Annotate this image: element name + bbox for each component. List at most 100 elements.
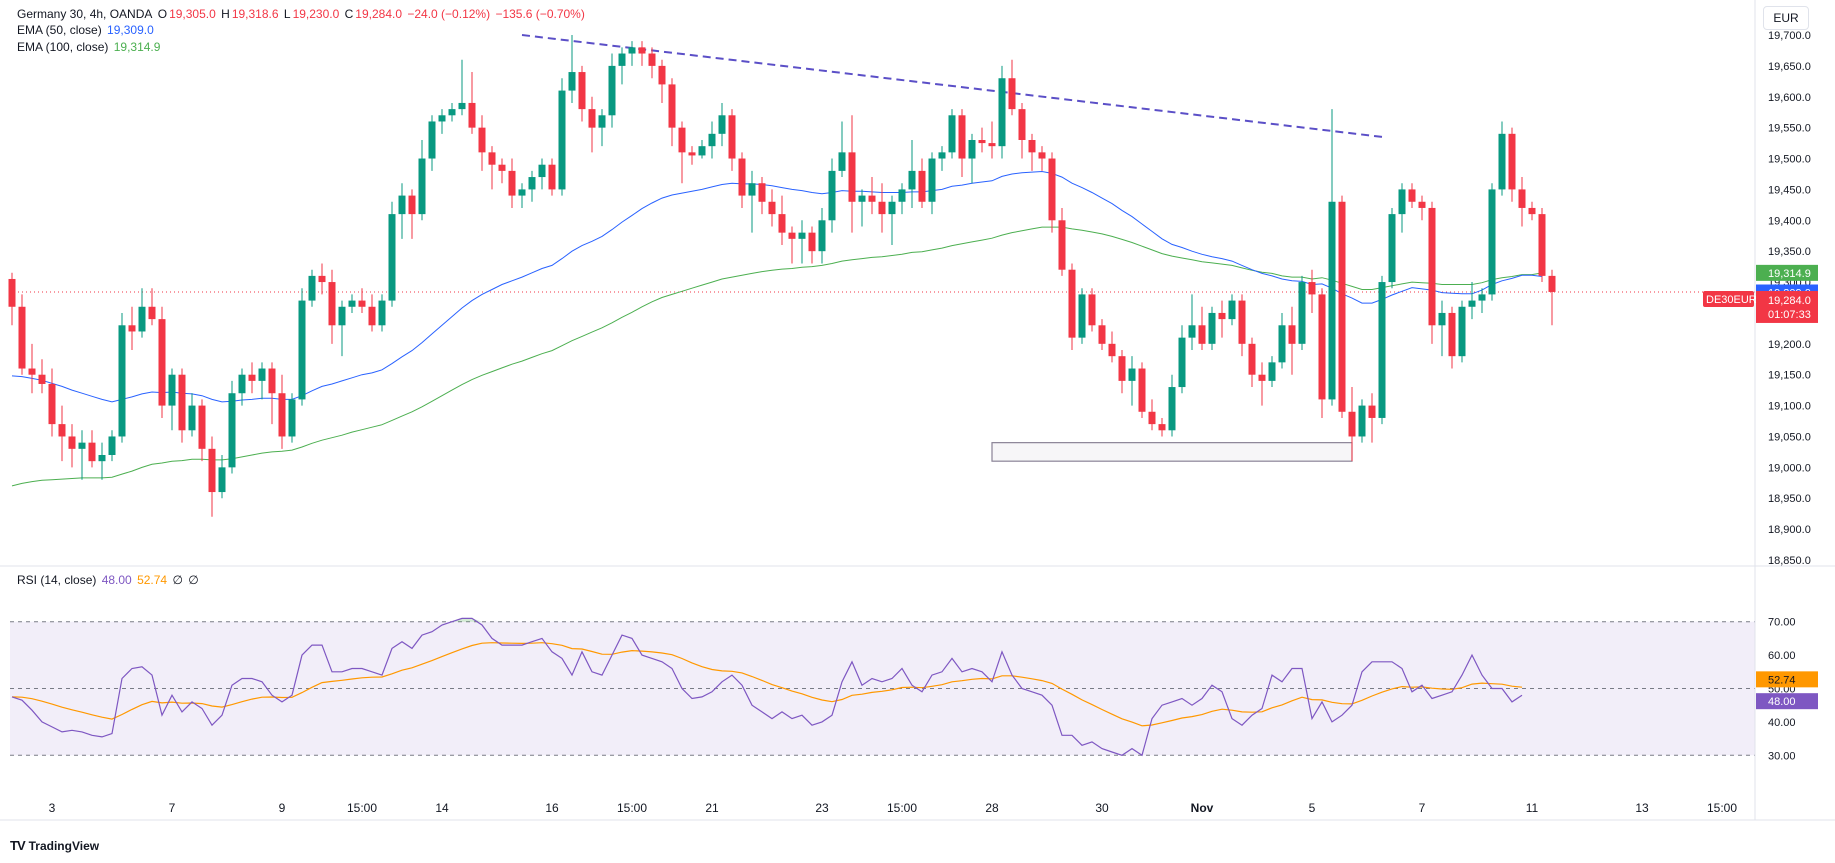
candle <box>608 53 616 128</box>
price-tick-label: 18,950.0 <box>1768 493 1811 505</box>
symbol-title[interactable]: Germany 30, 4h, OANDA <box>17 7 153 21</box>
candle-body <box>8 278 16 307</box>
candle-body <box>708 133 716 147</box>
candle-body <box>688 152 696 156</box>
candle <box>458 59 466 116</box>
candle <box>1378 275 1386 425</box>
candle-body <box>1508 133 1516 190</box>
candle <box>578 65 586 122</box>
candle <box>178 368 186 443</box>
candle-body <box>548 164 556 190</box>
rsi-ma-value: 52.74 <box>137 573 168 587</box>
ema50-value: 19,309.0 <box>107 23 154 37</box>
ema100-line <box>11 226 1543 487</box>
candle <box>838 121 846 178</box>
candle-body <box>518 189 526 196</box>
candle <box>1508 127 1516 202</box>
price-tick-label: 19,050.0 <box>1768 431 1811 443</box>
time-tick-label: 15:00 <box>887 801 917 815</box>
candle-body <box>1528 207 1536 215</box>
candle <box>228 380 236 474</box>
candle-body <box>168 374 176 406</box>
candle-body <box>1258 374 1266 381</box>
candle-body <box>438 115 446 122</box>
candle-body <box>478 127 486 153</box>
candle <box>558 78 566 196</box>
candle <box>268 362 276 425</box>
candle-body <box>668 84 676 128</box>
candle <box>508 158 516 208</box>
axes: 19,700.0 19,650.0 19,600.0 19,550.0 19,500.0… <box>0 0 1835 821</box>
rsi-tag: 48.00 <box>1756 693 1818 710</box>
price-tick-label: 18,900.0 <box>1768 524 1811 536</box>
candle-body <box>338 306 346 326</box>
candle-body <box>1278 325 1286 363</box>
close-label: C <box>344 7 354 21</box>
candle <box>1038 146 1046 171</box>
candle <box>518 183 526 208</box>
candle <box>818 207 826 264</box>
candle <box>208 436 216 517</box>
candle <box>1058 207 1066 276</box>
currency-button[interactable]: EUR <box>1763 6 1809 30</box>
candle-body <box>1388 214 1396 283</box>
candle <box>658 59 666 103</box>
candle <box>618 47 626 85</box>
ema100-value: 19,314.9 <box>113 40 161 54</box>
tradingview-logo[interactable]: TV TradingView <box>10 838 99 853</box>
candle-body <box>578 72 586 110</box>
candle-body <box>118 325 126 437</box>
candle-body <box>378 300 386 326</box>
candle <box>968 133 976 184</box>
time-tick-label: 11 <box>1526 801 1539 815</box>
candle <box>1298 275 1306 350</box>
candle <box>1328 109 1336 406</box>
candle <box>1528 201 1536 221</box>
candle-body <box>828 170 836 221</box>
candle <box>1118 350 1126 394</box>
candle <box>318 263 326 295</box>
candle <box>688 146 696 165</box>
candle <box>1548 269 1556 326</box>
candle-body <box>1538 214 1546 276</box>
ema50-legend[interactable]: EMA (50, close) 19,309.0 <box>17 23 156 37</box>
time-tick-label: 9 <box>279 801 286 815</box>
candle <box>198 399 206 462</box>
candle-body <box>198 405 206 449</box>
candle <box>468 72 476 134</box>
candle <box>828 158 836 233</box>
candle-body <box>1398 189 1406 215</box>
candle <box>928 152 936 215</box>
ema100-legend[interactable]: EMA (100, close) 19,314.9 <box>17 40 162 54</box>
candle <box>988 121 996 159</box>
price-tick-label: 19,700.0 <box>1768 30 1811 42</box>
rsi-ma-line <box>11 642 1523 727</box>
candle-body <box>908 170 916 190</box>
time-tick-label: 28 <box>985 801 999 815</box>
candle-body <box>278 393 286 437</box>
candle-body <box>148 306 156 320</box>
price-tick-label: 19,500.0 <box>1768 154 1811 166</box>
candle <box>188 393 196 437</box>
candle-body <box>898 189 906 202</box>
candle-body <box>738 158 746 196</box>
candle-body <box>1048 158 1056 221</box>
candle <box>718 102 726 147</box>
candle-body <box>328 282 336 326</box>
candle-body <box>648 53 656 66</box>
trendline <box>521 34 1383 138</box>
candle-body <box>188 405 196 431</box>
candle-body <box>1238 300 1246 344</box>
candle <box>528 170 536 202</box>
candle-body <box>888 201 896 215</box>
rsi-legend[interactable]: RSI (14, close) 48.00 52.74 ∅ ∅ <box>17 573 201 587</box>
candle-body <box>388 214 396 301</box>
candle <box>1238 294 1246 357</box>
symbol-tag: DE30EUR <box>1703 290 1757 307</box>
candle <box>648 47 656 79</box>
candle-body <box>818 220 826 252</box>
candle <box>998 65 1006 159</box>
candle <box>398 183 406 239</box>
candle-body <box>448 109 456 116</box>
